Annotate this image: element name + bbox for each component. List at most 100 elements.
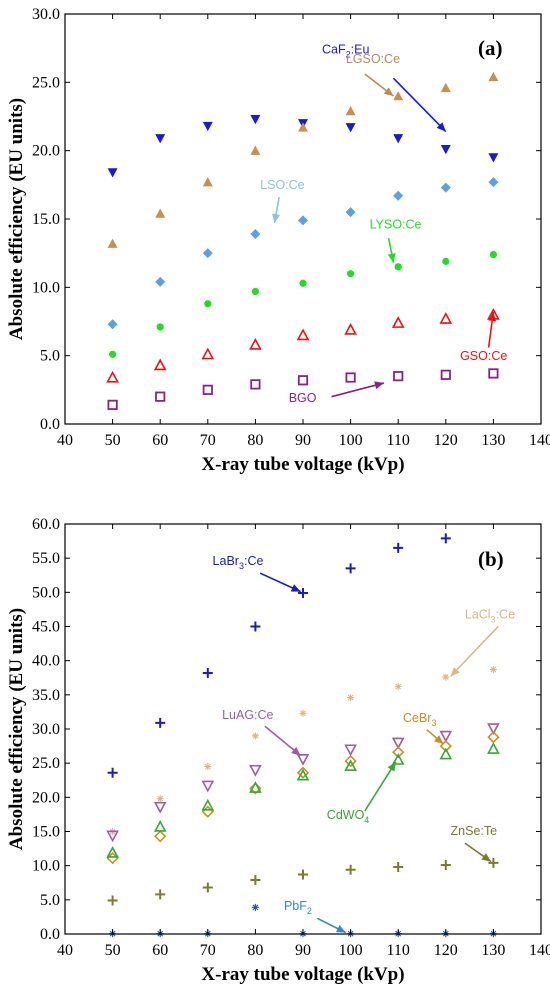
y-tick-label: 0.0 [40,926,60,943]
data-point-lacl3-ce [347,694,355,702]
data-point-cdwo4 [391,753,405,765]
data-point-caf2-eu [107,168,118,178]
data-point-lyso-ce [442,257,450,265]
annotation-label: CdWO4 [327,808,370,825]
data-point-lso-ce [440,182,451,193]
annotation-arrow [449,625,499,677]
annotation-cebr3: CeBr3 [403,711,444,745]
annotation-label: LaCl3:Ce [465,607,515,624]
data-point-pbf2 [251,903,259,911]
data-point-gso-ce [153,358,167,371]
annotation-label: LaBr3:Ce [213,554,264,571]
y-tick-label: 50.0 [32,584,60,601]
data-point-znse-te [440,859,451,870]
annotation-arrowhead [290,584,301,592]
data-point-lgso-ce [440,82,451,93]
data-point-bgo [297,375,309,386]
y-tick-label: 25.0 [32,755,60,772]
data-point-cdwo4 [344,759,357,771]
data-point-luag-ce [391,737,405,750]
data-point-caf2-eu [202,121,213,132]
data-point-znse-te [393,862,404,873]
data-point-znse-te [202,882,213,893]
annotation-bgo: BGO [289,381,385,405]
annotation-labr3-ce: LaBr3:Ce [213,554,301,593]
y-tick-label: 30.0 [32,721,60,738]
data-point-caf2-eu [440,145,451,155]
panel-label: (a) [478,36,503,60]
series-znse-te [107,857,499,906]
data-point-cebr3 [154,830,167,843]
data-point-gso-ce [296,328,310,341]
data-point-lso-ce [250,229,261,240]
series-bgo [107,368,499,410]
annotation-arrowhead [481,853,492,862]
data-point-znse-te [488,857,499,868]
series-labr3-ce [107,533,451,778]
x-tick-label: 100 [339,942,363,959]
data-point-labr3-ce [202,667,213,678]
annotation-label: CaF2:Eu [322,43,369,60]
data-point-luag-ce [344,744,357,757]
data-point-lacl3-ce [489,666,497,674]
data-point-lacl3-ce [251,732,259,740]
data-point-cdwo4 [106,846,119,858]
data-point-lso-ce [107,319,118,330]
data-point-bgo [250,379,261,390]
series-lacl3-ce [109,666,497,835]
x-tick-label: 100 [339,432,363,449]
series-lso-ce [107,177,499,330]
data-point-luag-ce [201,780,215,793]
data-point-cdwo4 [296,768,310,781]
data-point-cdwo4 [153,820,167,832]
data-point-caf2-eu [345,123,356,133]
x-tick-label: 50 [105,432,121,449]
data-point-lyso-ce [251,287,259,296]
annotation-label: LYSO:Ce [370,218,422,232]
y-tick-label: 55.0 [32,550,60,567]
annotation-lgso-ce: LGSO:Ce [346,52,400,97]
y-tick-label: 30.0 [32,6,60,23]
data-point-lacl3-ce [204,763,212,771]
data-point-cebr3 [249,782,262,795]
annotation-label: ZnSe:Te [451,824,498,838]
data-point-labr3-ce [298,588,308,599]
series-lgso-ce [107,71,499,248]
annotation-arrowhead [450,667,460,677]
data-point-lyso-ce [347,270,355,278]
annotation-label: LSO:Ce [260,178,305,192]
y-tick-label: 40.0 [32,653,60,670]
data-point-lgso-ce [393,91,404,101]
annotation-znse-te: ZnSe:Te [451,824,498,863]
annotation-arrowhead [436,122,446,132]
data-point-znse-te [345,864,356,875]
series-luag-ce [106,723,500,843]
data-point-lgso-ce [155,208,166,218]
data-point-lgso-ce [202,177,213,187]
data-point-lgso-ce [298,122,308,132]
data-point-lgso-ce [345,106,356,116]
data-point-luag-ce [249,764,262,777]
series-cebr3 [106,731,500,865]
x-tick-label: 70 [200,942,216,959]
data-point-bgo [107,399,118,410]
data-point-lyso-ce [156,323,164,331]
data-point-lyso-ce [109,350,117,358]
y-tick-label: 0.0 [40,416,60,433]
data-point-znse-te [250,875,261,886]
x-tick-label: 80 [247,432,263,449]
x-tick-label: 120 [434,942,458,959]
data-point-znse-te [107,895,118,906]
x-tick-label: 70 [200,432,216,449]
annotation-arrowhead [383,87,394,96]
data-point-cebr3 [392,746,405,759]
y-tick-label: 5.0 [40,892,60,909]
data-point-lyso-ce [394,263,402,271]
series-lyso-ce [109,250,497,358]
y-tick-label: 20.0 [32,143,60,160]
data-point-cdwo4 [439,747,453,760]
x-tick-label: 110 [386,432,409,449]
y-tick-label: 45.0 [32,619,60,636]
data-point-lso-ce [345,207,356,218]
x-tick-label: 90 [295,942,311,959]
